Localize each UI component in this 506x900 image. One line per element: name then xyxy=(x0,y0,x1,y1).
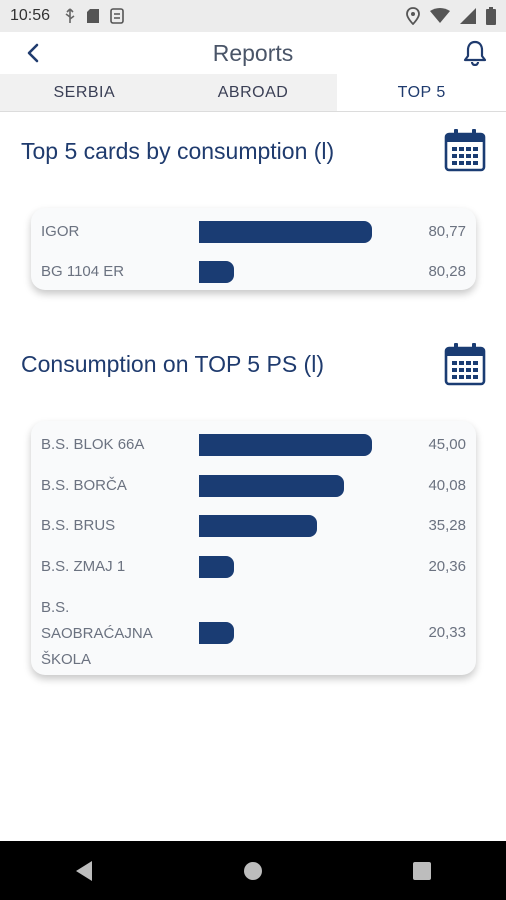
list-item: BG 1104 ER 80,28 xyxy=(31,259,476,285)
calendar-icon xyxy=(444,129,486,172)
row-label: IGOR xyxy=(41,223,80,240)
ps-section-title: Consumption on TOP 5 PS (l) xyxy=(21,351,324,377)
battery-icon xyxy=(486,7,496,25)
consumption-bar xyxy=(199,261,234,283)
consumption-bar xyxy=(199,622,234,644)
tab-bar: SERBIA ABROAD TOP 5 xyxy=(0,74,506,112)
status-time: 10:56 xyxy=(10,7,51,24)
nav-recents-button[interactable] xyxy=(397,846,447,896)
consumption-bar xyxy=(199,556,234,578)
signal-icon xyxy=(460,8,476,24)
notifications-button[interactable] xyxy=(460,38,490,68)
row-label: B.S. SAOBRAĆAJNA ŠKOLA xyxy=(41,599,152,668)
triangle-back-icon xyxy=(76,860,93,881)
list-item: B.S. BORČA 40,08 xyxy=(31,473,476,499)
list-item: B.S. ZMAJ 1 20,36 xyxy=(31,554,476,580)
sync-icon xyxy=(110,8,124,24)
row-label: B.S. ZMAJ 1 xyxy=(41,558,126,575)
list-item: B.S. BLOK 66A 45,00 xyxy=(31,432,476,458)
consumption-bar xyxy=(199,221,372,243)
system-navigation-bar xyxy=(0,841,506,900)
usb-icon xyxy=(64,8,76,24)
bell-icon xyxy=(463,40,487,66)
row-label: B.S. BORČA xyxy=(41,477,127,494)
list-item: B.S. BRUS 35,28 xyxy=(31,513,476,539)
cards-consumption-card: IGOR 80,77 BG 1104 ER 80,28 xyxy=(31,208,476,290)
status-bar: 10:56 xyxy=(0,0,506,32)
list-item: IGOR 80,77 xyxy=(31,219,476,245)
row-label: B.S. BRUS xyxy=(41,517,116,534)
row-value: 45,00 xyxy=(428,436,466,453)
tab-top5[interactable]: TOP 5 xyxy=(337,74,506,111)
row-label: B.S. BLOK 66A xyxy=(41,436,145,453)
calendar-icon xyxy=(444,343,486,386)
ps-calendar-button[interactable] xyxy=(444,342,486,386)
row-value: 20,36 xyxy=(428,558,466,575)
wifi-icon xyxy=(430,8,450,24)
row-value: 35,28 xyxy=(428,517,466,534)
app-header: Reports xyxy=(0,32,506,74)
consumption-bar xyxy=(199,434,372,456)
row-value: 80,28 xyxy=(428,263,466,280)
consumption-bar xyxy=(199,475,344,497)
tab-abroad[interactable]: ABROAD xyxy=(217,83,289,101)
location-icon xyxy=(406,7,420,25)
tab-serbia[interactable]: SERBIA xyxy=(53,83,116,101)
page-title: Reports xyxy=(212,40,294,66)
sd-card-icon xyxy=(86,8,100,24)
nav-home-button[interactable] xyxy=(228,846,278,896)
row-value: 20,33 xyxy=(428,624,466,641)
row-label: BG 1104 ER xyxy=(41,263,125,280)
ps-consumption-card: B.S. BLOK 66A 45,00 B.S. BORČA 40,08 B.S… xyxy=(31,421,476,675)
circle-home-icon xyxy=(243,861,262,880)
consumption-bar xyxy=(199,515,317,537)
cards-section-title: Top 5 cards by consumption (l) xyxy=(21,138,335,164)
cards-calendar-button[interactable] xyxy=(444,128,486,172)
list-item: B.S. SAOBRAĆAJNA ŠKOLA 20,33 xyxy=(31,595,476,671)
row-value: 80,77 xyxy=(428,223,466,240)
chevron-left-icon xyxy=(27,43,39,63)
back-button[interactable] xyxy=(18,38,48,68)
row-value: 40,08 xyxy=(428,477,466,494)
nav-back-button[interactable] xyxy=(59,846,109,896)
square-recents-icon xyxy=(412,861,431,880)
